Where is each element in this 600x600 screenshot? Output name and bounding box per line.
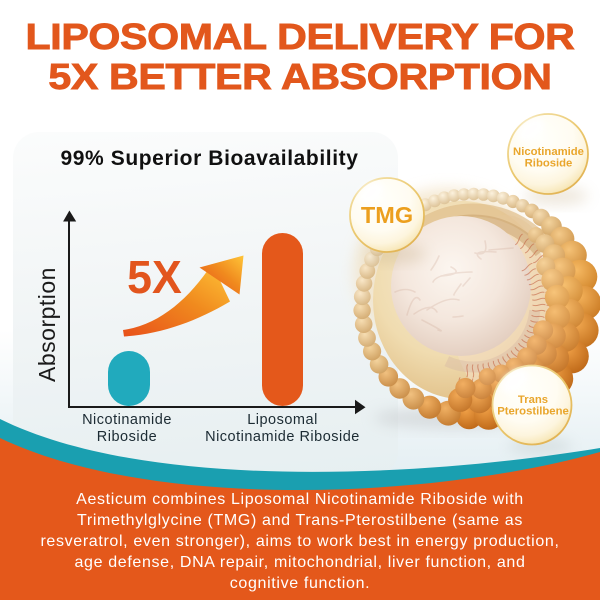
svg-text:Riboside: Riboside (525, 157, 573, 169)
svg-text:Pterostilbene: Pterostilbene (497, 406, 569, 418)
svg-text:Nicotinamide: Nicotinamide (513, 146, 584, 158)
svg-text:TMG: TMG (361, 202, 413, 228)
svg-text:Trans: Trans (518, 394, 548, 406)
